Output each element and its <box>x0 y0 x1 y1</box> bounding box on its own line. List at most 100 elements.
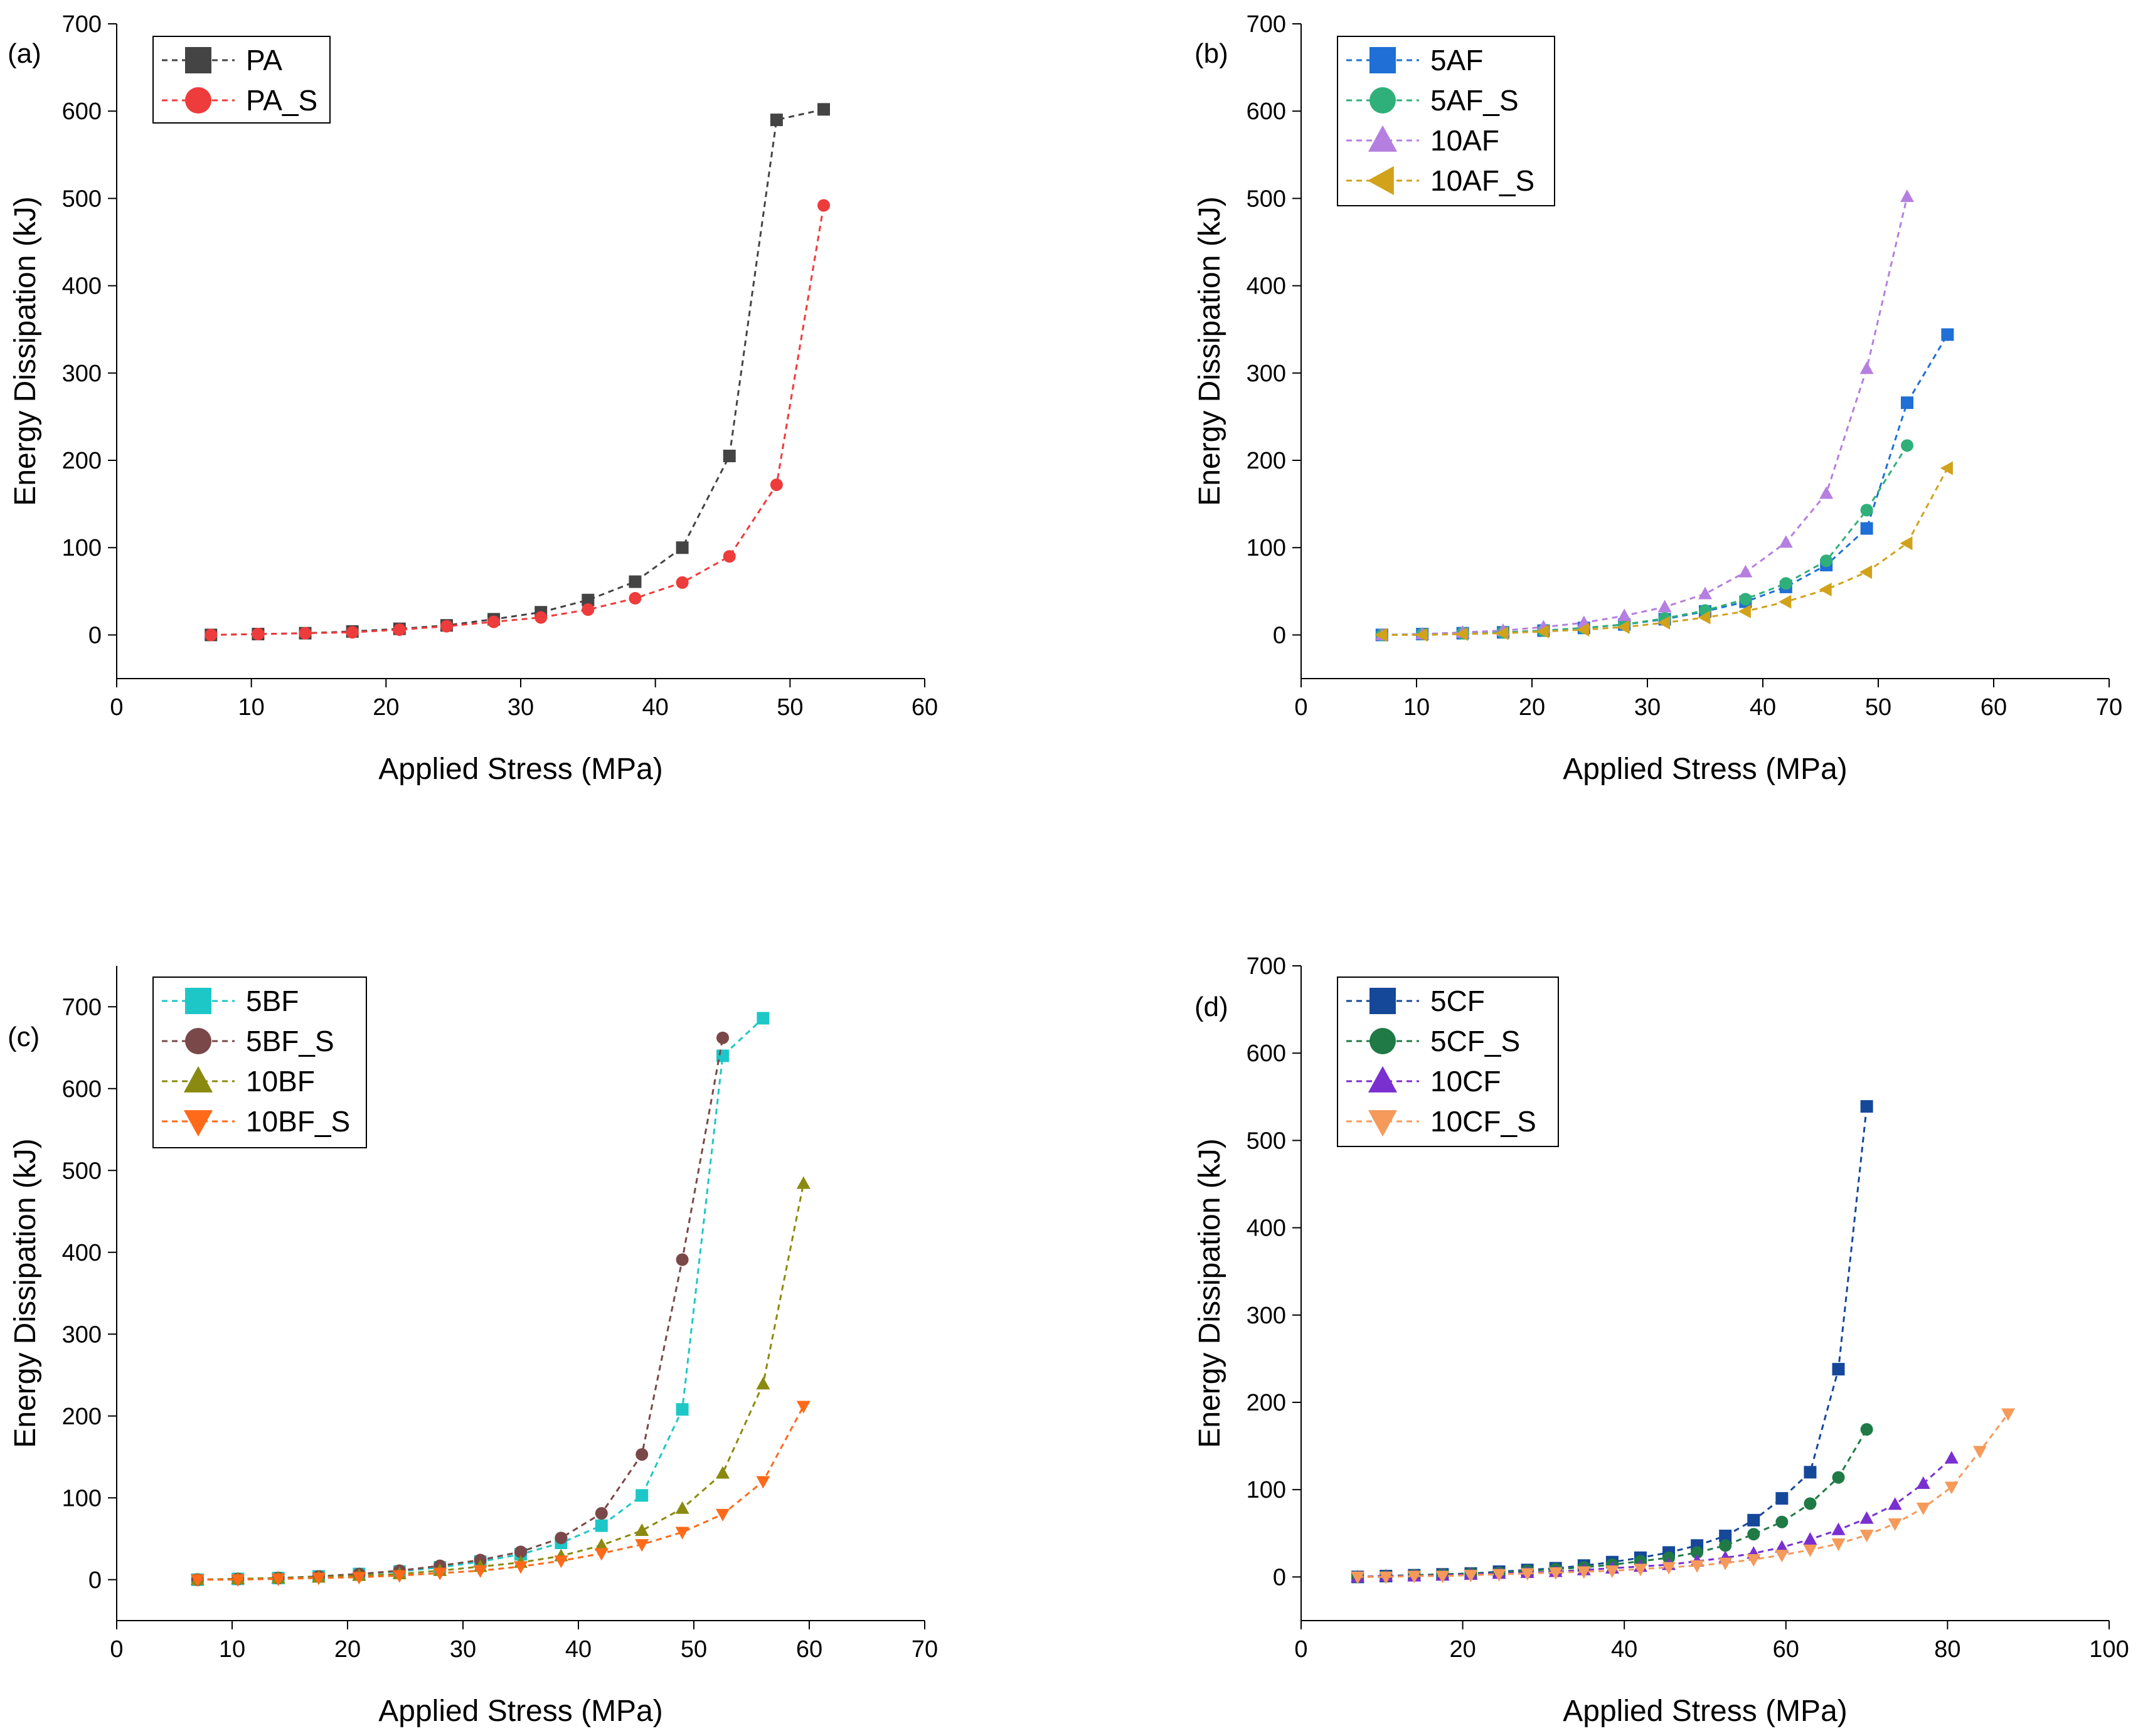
x-axis-title: Applied Stress (MPa) <box>1563 753 1848 786</box>
y-tick-label: 700 <box>62 994 102 1020</box>
data-point-10BF <box>675 1501 689 1514</box>
data-point-10CF_S <box>1577 1566 1591 1579</box>
data-point-5CF_S <box>1860 1423 1873 1436</box>
y-tick-label: 300 <box>1247 361 1286 387</box>
data-point-10BF_S <box>796 1400 811 1414</box>
data-point-5BF <box>595 1519 608 1532</box>
legend-label-10BF: 10BF <box>246 1065 315 1098</box>
legend-marker-5AF_S <box>1369 87 1396 114</box>
x-tick-label: 40 <box>642 694 669 721</box>
data-point-10AF_S <box>1375 628 1388 642</box>
data-point-5BF_S <box>676 1253 689 1266</box>
x-axis-title: Applied Stress (MPa) <box>378 1695 663 1728</box>
legend-marker-5BF <box>185 988 211 1014</box>
series-line-PA_S <box>211 205 825 636</box>
legend-label-10CF_S: 10CF_S <box>1430 1105 1536 1138</box>
y-tick-label: 400 <box>1247 1215 1286 1242</box>
data-point-10BF_S <box>433 1567 447 1580</box>
data-point-5AF <box>1860 522 1873 535</box>
y-tick-label: 500 <box>62 186 102 212</box>
x-axis-title: Applied Stress (MPa) <box>378 753 663 786</box>
data-point-10CF <box>1775 1540 1789 1553</box>
x-axis-title: Applied Stress (MPa) <box>1563 1695 1848 1728</box>
y-tick-label: 200 <box>1247 448 1286 474</box>
legend-marker-10AF <box>1368 125 1398 152</box>
data-point-10AF_S <box>1859 565 1873 580</box>
data-point-10AF_S <box>1617 620 1630 634</box>
data-point-10AF <box>1900 189 1914 203</box>
chart-panel-4: 0 20 40 60 80 100 0 100 200 300 400 500 600 700 Applie… <box>1193 953 2129 1728</box>
x-tick-label: 20 <box>334 1636 361 1663</box>
series-line-5CF_S <box>1358 1429 1868 1578</box>
y-tick-label: 700 <box>62 11 102 38</box>
data-point-10AF_S <box>1698 610 1711 625</box>
legend-marker-PA <box>185 47 211 73</box>
series-10BF_S <box>190 1400 811 1587</box>
data-point-5BF_S <box>595 1507 608 1520</box>
data-point-10AF <box>1617 608 1632 622</box>
data-point-10AF_S <box>1819 583 1832 597</box>
data-point-5AF_S <box>1820 554 1833 568</box>
x-tick-label: 20 <box>373 694 399 721</box>
y-tick-label: 100 <box>62 1485 102 1511</box>
x-tick-label: 0 <box>1294 694 1307 721</box>
y-tick-label: 500 <box>1247 186 1286 212</box>
data-point-10BF_S <box>392 1570 407 1583</box>
data-point-10CF_S <box>1803 1544 1817 1557</box>
data-point-PA_S <box>582 603 595 617</box>
x-tick-label: 10 <box>219 1636 245 1663</box>
data-point-10CF_S <box>1888 1518 1902 1531</box>
data-point-PA_S <box>534 611 548 624</box>
data-point-10BF <box>756 1377 770 1390</box>
data-point-10CF_S <box>1916 1502 1930 1515</box>
data-point-10CF_S <box>1972 1446 1987 1459</box>
data-point-PA_S <box>676 576 689 589</box>
x-tick-label: 60 <box>1981 694 2007 721</box>
data-point-10CF_S <box>1859 1530 1874 1543</box>
data-point-10CF_S <box>1520 1568 1534 1581</box>
series-line-10BF_S <box>197 1405 805 1581</box>
y-tick-label: 200 <box>62 1404 102 1430</box>
legend-marker-5AF <box>1369 47 1396 73</box>
data-point-10BF <box>716 1466 730 1479</box>
x-tick-label: 50 <box>1865 694 1891 721</box>
series-PA <box>205 103 830 642</box>
x-tick-label: 30 <box>508 694 534 721</box>
y-tick-label: 0 <box>88 1567 102 1594</box>
legend-label-10CF: 10CF <box>1430 1065 1501 1098</box>
legend-label-10BF_S: 10BF_S <box>246 1105 350 1138</box>
series-10AF_S <box>1375 461 1953 642</box>
legend-label-5AF: 5AF <box>1430 44 1483 77</box>
data-point-5BF <box>635 1489 649 1502</box>
data-point-10CF_S <box>1464 1570 1478 1583</box>
data-point-5CF <box>1719 1529 1732 1542</box>
series-5CF_S <box>1351 1423 1873 1584</box>
data-point-10BF_S <box>635 1539 649 1552</box>
data-point-5BF <box>676 1403 689 1416</box>
series-line-5BF_S <box>197 1037 724 1581</box>
legend-label-PA_S: PA_S <box>246 84 317 117</box>
data-point-5CF_S <box>1804 1497 1817 1510</box>
y-tick-label: 400 <box>62 273 102 300</box>
data-point-PA <box>817 103 830 116</box>
x-tick-label: 10 <box>1403 694 1430 721</box>
series-10CF <box>1351 1451 1959 1582</box>
data-point-10CF_S <box>1690 1560 1704 1573</box>
series-PA_S <box>205 199 830 642</box>
data-point-10AF <box>1657 600 1672 613</box>
y-tick-label: 600 <box>62 1076 102 1103</box>
data-point-10BF_S <box>675 1527 689 1540</box>
data-point-5CF <box>1860 1100 1873 1113</box>
x-tick-label: 20 <box>1449 1636 1476 1663</box>
x-tick-label: 60 <box>796 1636 822 1663</box>
legend: 5AF 5AF_S 10AF 10AF_S <box>1337 36 1555 206</box>
data-point-PA <box>582 593 595 606</box>
panel-label: (b) <box>1194 38 1228 69</box>
y-tick-label: 0 <box>1273 622 1286 648</box>
y-tick-label: 300 <box>1247 1303 1286 1329</box>
data-point-PA_S <box>487 615 501 628</box>
legend-marker-10CF <box>1368 1066 1398 1093</box>
data-point-5AF <box>1901 396 1913 410</box>
legend-label-10AF_S: 10AF_S <box>1430 164 1534 197</box>
data-point-10CF_S <box>1407 1570 1422 1584</box>
